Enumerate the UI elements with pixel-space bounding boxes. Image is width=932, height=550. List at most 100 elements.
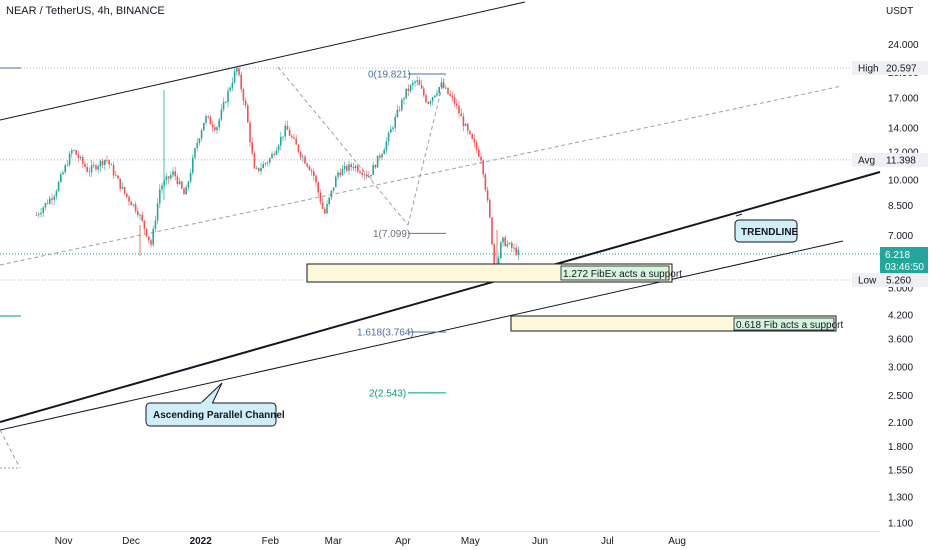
candle-body bbox=[513, 247, 515, 249]
candle-body bbox=[359, 171, 361, 173]
candle-body bbox=[460, 113, 462, 117]
candle-body bbox=[154, 220, 157, 229]
candle-body bbox=[156, 203, 159, 221]
y-tick-label: 1.100 bbox=[888, 519, 913, 530]
candle-body bbox=[194, 148, 196, 158]
candle-body bbox=[341, 168, 344, 176]
candle-body bbox=[431, 97, 434, 102]
trendline[interactable] bbox=[0, 171, 881, 423]
candle-body bbox=[502, 237, 504, 243]
candle-body bbox=[500, 242, 502, 259]
price-level-value: 11.398 bbox=[886, 155, 916, 166]
candle-body bbox=[304, 156, 306, 164]
candle-body bbox=[381, 154, 383, 158]
candle-body bbox=[414, 81, 416, 83]
candle-body bbox=[291, 135, 293, 138]
candle-body bbox=[55, 191, 58, 197]
candle-body bbox=[427, 102, 429, 104]
candle-body bbox=[330, 190, 333, 198]
candle-body bbox=[310, 170, 313, 172]
candle-body bbox=[249, 122, 251, 143]
candle-body bbox=[352, 167, 355, 168]
candle-body bbox=[354, 166, 357, 168]
candle-body bbox=[346, 165, 348, 171]
candle-body bbox=[387, 132, 390, 142]
candle-body bbox=[62, 172, 64, 175]
candle-body bbox=[348, 164, 350, 171]
candle-body bbox=[49, 198, 51, 204]
candle-body bbox=[42, 207, 44, 213]
candle-body bbox=[141, 214, 143, 221]
trendline-callout[interactable]: TRENDLINE bbox=[734, 213, 799, 243]
candle-body bbox=[425, 95, 427, 102]
y-tick-label: 8.500 bbox=[888, 201, 913, 212]
fibex-support-zone[interactable]: 1.272 FibEx acts a support bbox=[306, 263, 682, 283]
y-tick-label: 1.800 bbox=[888, 442, 913, 453]
fib-level-label: 1(7.099) bbox=[373, 229, 410, 240]
candle-body bbox=[148, 236, 150, 241]
candle-body bbox=[60, 174, 62, 182]
candle-body bbox=[317, 182, 319, 193]
candle-body bbox=[493, 244, 495, 268]
candle-body bbox=[288, 129, 291, 136]
candle-body bbox=[178, 181, 181, 184]
candle-body bbox=[38, 214, 40, 215]
candle-body bbox=[271, 154, 273, 159]
candle-body bbox=[489, 200, 491, 218]
price-level-value-tag bbox=[882, 61, 928, 75]
candle-body bbox=[370, 175, 372, 177]
y-tick-label: 2.100 bbox=[888, 418, 913, 429]
candle-body bbox=[471, 133, 473, 139]
candle-body bbox=[75, 150, 77, 155]
candle-body bbox=[275, 150, 278, 155]
time-axis: Nov Dec 2022 Feb Mar Apr May Jun Jul Aug bbox=[55, 536, 686, 547]
candle-body bbox=[185, 187, 187, 195]
channel-lower-line[interactable] bbox=[0, 240, 844, 431]
fib-level-label: 0(19.821) bbox=[368, 70, 411, 81]
candle-body bbox=[365, 174, 368, 176]
candle-body bbox=[68, 153, 71, 166]
candle-body bbox=[126, 193, 128, 197]
fib-level-label: 1.618(3.764) bbox=[357, 328, 414, 339]
candle-body bbox=[73, 150, 75, 151]
fib-0618-support-zone[interactable]: 0.618 Fib acts a support bbox=[510, 315, 844, 332]
candle-body bbox=[445, 87, 447, 89]
fib-levels: 0(19.821)1(7.099)1.272(5.370)1.618(3.764… bbox=[354, 70, 446, 399]
last-price-tag: 6.218 03:46:50 bbox=[880, 247, 928, 273]
price-level-name: High bbox=[858, 64, 879, 75]
candle-body bbox=[172, 171, 174, 176]
candle-body bbox=[130, 201, 132, 206]
candle-body bbox=[326, 204, 328, 214]
candle-body bbox=[51, 198, 53, 200]
candle-body bbox=[64, 165, 66, 173]
channel-callout[interactable]: Ascending Parallel Channel bbox=[145, 382, 285, 427]
candle-body bbox=[343, 165, 346, 169]
candle-body bbox=[429, 101, 432, 104]
price-level-name: Low bbox=[858, 276, 877, 287]
candle-body bbox=[269, 158, 271, 163]
price-level-name-tag bbox=[852, 152, 882, 167]
candle-body bbox=[403, 98, 405, 100]
candle-body bbox=[363, 174, 366, 176]
candle-body bbox=[409, 85, 412, 92]
y-tick-label: 5.000 bbox=[888, 283, 913, 294]
candle-body bbox=[482, 160, 484, 175]
chart-symbol-title: NEAR / TetherUS, 4h, BINANCE bbox=[6, 5, 165, 17]
candle-body bbox=[93, 165, 95, 166]
candle-body bbox=[517, 250, 520, 255]
currency-label: USDT bbox=[886, 6, 913, 17]
candle-body bbox=[407, 88, 410, 91]
candle-body bbox=[295, 138, 297, 145]
x-tick-label: Jul bbox=[601, 536, 614, 547]
fib-level-label: 2(2.543) bbox=[369, 388, 406, 399]
candle-body bbox=[53, 196, 55, 200]
candle-body bbox=[313, 171, 315, 176]
candle-body bbox=[398, 109, 401, 111]
candle-body bbox=[253, 153, 256, 169]
channel-upper-line[interactable] bbox=[0, 1, 526, 121]
y-tick-label: 10.000 bbox=[888, 176, 919, 187]
candle-body bbox=[196, 142, 198, 149]
y-tick-label: 24.000 bbox=[888, 40, 919, 51]
candle-body bbox=[374, 165, 377, 168]
